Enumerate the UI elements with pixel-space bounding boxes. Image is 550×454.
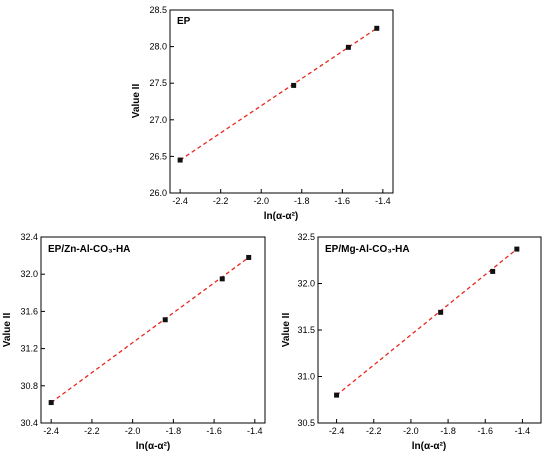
y-tick-label: 32.5 [297, 232, 315, 242]
y-tick-label: 32.0 [297, 279, 315, 289]
x-tick-label: -2.0 [125, 426, 141, 436]
y-tick-label: 30.8 [20, 381, 38, 391]
y-axis-label: Value II [131, 84, 142, 119]
panel-title: EP/Mg-Al-CO₃-HA [325, 244, 410, 255]
panel-ep-mg-al: EP/Mg-Al-CO₃-HA ln(α-α²) Value II -2.4 -2… [281, 232, 542, 452]
x-tick-label: -1.4 [515, 426, 531, 436]
y-tick-label: 27.5 [149, 78, 167, 88]
x-tick-label: -2.4 [43, 426, 59, 436]
x-tick-label: -2.2 [84, 426, 100, 436]
y-tick-label: 31.2 [20, 344, 38, 354]
y-tick-label: 31.5 [297, 325, 315, 335]
x-axis-label: ln(α-α²) [412, 441, 447, 452]
y-tick-label: 28.5 [149, 5, 167, 15]
data-point [246, 254, 252, 260]
panel-ep: EP ln(α-α²) Value II -2.4 -2.2 -2.0 -1.8 -1.… [131, 5, 394, 222]
data-point [162, 317, 168, 323]
data-point [291, 82, 297, 88]
x-tick-label: -2.0 [253, 196, 269, 206]
x-tick-label: -1.8 [166, 426, 182, 436]
y-tick-label: 28.0 [149, 42, 167, 52]
x-tick-label: -1.8 [440, 426, 456, 436]
y-tick-label: 32.0 [20, 269, 38, 279]
y-tick-label: 26.5 [149, 151, 167, 161]
data-point [374, 25, 380, 31]
x-tick-label: -2.4 [172, 196, 188, 206]
plot-frame [40, 236, 266, 424]
data-point [177, 157, 183, 163]
x-axis-label: ln(α-α²) [264, 211, 299, 222]
x-tick-label: -1.4 [375, 196, 391, 206]
data-point [48, 400, 54, 406]
fit-line [50, 256, 250, 404]
panel-title: EP [177, 16, 191, 27]
y-tick-label: 31.6 [20, 306, 38, 316]
y-tick-label: 31.0 [297, 372, 315, 382]
x-tick-label: -1.4 [247, 426, 263, 436]
x-tick-label: -2.2 [366, 426, 382, 436]
panel-ep-zn-al: EP/Zn-Al-CO₃-HA ln(α-α²) Value II -2.4 -2… [2, 232, 266, 452]
data-point [438, 309, 444, 315]
y-tick-label: 30.5 [297, 418, 315, 428]
panel-title: EP/Zn-Al-CO₃-HA [48, 244, 130, 255]
x-tick-label: -1.6 [335, 196, 351, 206]
data-point [490, 268, 496, 274]
data-point [219, 276, 225, 282]
y-axis-label: Value II [2, 313, 13, 348]
x-tick-label: -2.0 [403, 426, 419, 436]
data-point [334, 392, 340, 398]
plot-frame [317, 236, 542, 424]
fit-line [336, 248, 518, 396]
data-point [345, 44, 351, 50]
y-axis-label: Value II [281, 313, 292, 348]
x-tick-label: -1.8 [294, 196, 310, 206]
x-tick-label: -2.2 [213, 196, 229, 206]
fit-line [179, 27, 378, 161]
data-point [514, 246, 520, 252]
y-tick-label: 32.4 [20, 232, 38, 242]
plot-frame [169, 9, 394, 194]
x-axis-label: ln(α-α²) [136, 441, 171, 452]
y-tick-label: 30.4 [20, 418, 38, 428]
y-tick-label: 26.0 [149, 188, 167, 198]
y-tick-label: 27.0 [149, 115, 167, 125]
x-tick-label: -1.6 [206, 426, 222, 436]
x-tick-label: -1.6 [477, 426, 493, 436]
x-tick-label: -2.4 [329, 426, 345, 436]
